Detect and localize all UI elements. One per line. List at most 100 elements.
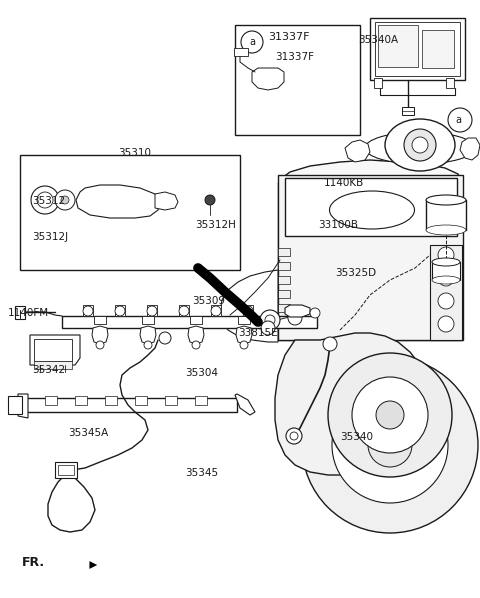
Circle shape: [265, 315, 275, 325]
Polygon shape: [460, 138, 480, 160]
Text: 35340: 35340: [340, 432, 373, 442]
Polygon shape: [140, 326, 156, 344]
Bar: [432, 262, 460, 280]
Bar: [278, 262, 290, 270]
Circle shape: [147, 306, 157, 316]
Bar: [430, 245, 462, 340]
Text: 35312H: 35312H: [195, 220, 236, 230]
Polygon shape: [345, 140, 370, 162]
Ellipse shape: [426, 225, 466, 235]
Text: 35345A: 35345A: [68, 428, 108, 438]
Ellipse shape: [432, 276, 460, 284]
Text: 33100B: 33100B: [318, 220, 358, 230]
Bar: [243, 305, 253, 316]
Bar: [34, 361, 72, 369]
Polygon shape: [30, 335, 80, 365]
Text: a: a: [249, 37, 255, 47]
Polygon shape: [188, 326, 204, 344]
Ellipse shape: [329, 191, 415, 229]
Bar: [278, 276, 290, 284]
Bar: [15, 306, 25, 319]
Polygon shape: [374, 78, 382, 88]
Bar: [22, 398, 237, 412]
Polygon shape: [76, 185, 160, 218]
Text: 31337F: 31337F: [268, 32, 310, 42]
Text: 31337F: 31337F: [275, 52, 314, 62]
Text: 33815E: 33815E: [238, 328, 277, 338]
Polygon shape: [278, 182, 462, 340]
Text: 35325D: 35325D: [335, 268, 376, 278]
Bar: [278, 175, 463, 340]
Circle shape: [328, 353, 452, 477]
Circle shape: [448, 108, 472, 132]
Circle shape: [211, 306, 221, 316]
Text: 35310: 35310: [118, 148, 151, 158]
Circle shape: [96, 341, 104, 349]
Bar: [20, 155, 240, 270]
Polygon shape: [252, 68, 284, 90]
Circle shape: [332, 387, 448, 503]
Circle shape: [205, 195, 215, 205]
Bar: [58, 465, 74, 475]
Bar: [195, 396, 207, 405]
Circle shape: [159, 332, 171, 344]
Bar: [278, 304, 290, 312]
Bar: [378, 25, 418, 67]
Circle shape: [31, 186, 59, 214]
Circle shape: [302, 357, 478, 533]
Circle shape: [438, 293, 454, 309]
Circle shape: [179, 306, 189, 316]
Circle shape: [240, 341, 248, 349]
Bar: [105, 396, 117, 405]
Bar: [115, 305, 125, 316]
Circle shape: [243, 306, 253, 316]
Circle shape: [438, 316, 454, 332]
Circle shape: [323, 337, 337, 351]
Bar: [62, 316, 317, 328]
Circle shape: [368, 423, 412, 467]
Bar: [422, 30, 454, 68]
Polygon shape: [446, 78, 454, 88]
Circle shape: [288, 311, 302, 325]
Polygon shape: [155, 192, 178, 210]
Bar: [235, 25, 360, 135]
Ellipse shape: [365, 132, 475, 164]
Text: 35345: 35345: [185, 468, 218, 478]
Circle shape: [192, 341, 200, 349]
Text: FR.: FR.: [22, 556, 45, 569]
Polygon shape: [280, 160, 462, 235]
Circle shape: [290, 432, 298, 440]
Bar: [278, 318, 290, 326]
Bar: [165, 396, 177, 405]
Bar: [211, 305, 221, 316]
Text: 35304: 35304: [185, 368, 218, 378]
Bar: [55, 462, 77, 478]
Bar: [179, 305, 189, 316]
Circle shape: [115, 306, 125, 316]
Circle shape: [144, 341, 152, 349]
Bar: [375, 22, 460, 76]
Bar: [94, 316, 106, 324]
Text: 35340A: 35340A: [358, 35, 398, 45]
Bar: [426, 200, 466, 230]
Bar: [142, 316, 154, 324]
Polygon shape: [285, 305, 310, 317]
Polygon shape: [236, 326, 252, 344]
Bar: [234, 48, 248, 56]
Circle shape: [376, 401, 404, 429]
Circle shape: [310, 308, 320, 318]
Bar: [147, 305, 157, 316]
Polygon shape: [18, 394, 28, 418]
Bar: [285, 178, 457, 236]
Circle shape: [438, 247, 454, 263]
Bar: [34, 339, 72, 361]
Text: 35309: 35309: [192, 296, 225, 306]
Text: 35342: 35342: [32, 365, 65, 375]
Text: 1140KB: 1140KB: [324, 178, 364, 188]
Polygon shape: [235, 394, 255, 415]
Bar: [83, 305, 93, 316]
Bar: [190, 316, 202, 324]
Text: 35312: 35312: [32, 196, 65, 206]
Bar: [278, 248, 290, 256]
Bar: [278, 290, 290, 298]
